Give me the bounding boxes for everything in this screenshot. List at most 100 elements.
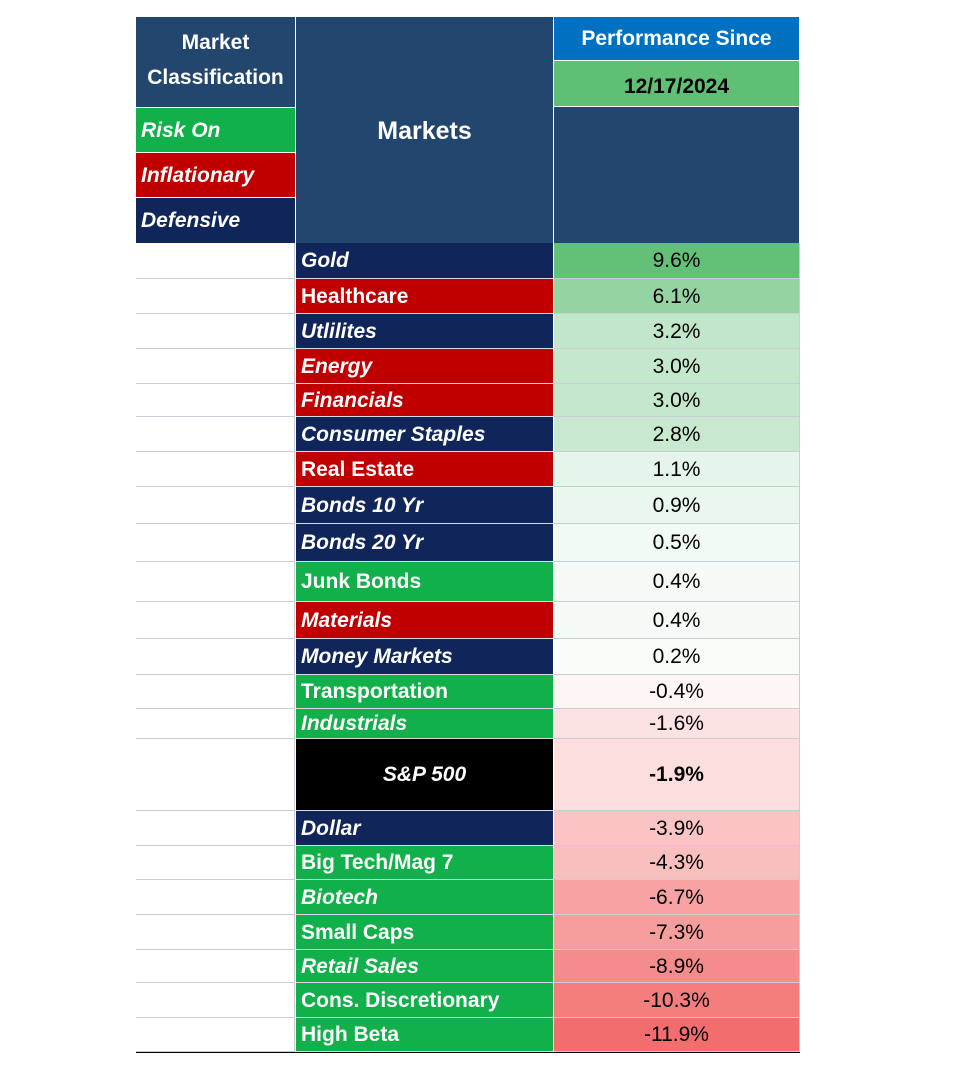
market-name: Retail Sales [301, 955, 419, 978]
performance-value: -8.9% [649, 955, 704, 978]
market-name-cell: Materials [296, 602, 553, 639]
market-name-cell: Healthcare [296, 279, 553, 314]
performance-since-label: Performance Since [581, 27, 772, 50]
classification-cell [136, 487, 295, 524]
performance-value: 3.0% [652, 389, 701, 412]
legend-inflationary: Inflationary [136, 153, 295, 197]
performance-cell: -0.4% [554, 675, 799, 709]
classification-cell [136, 880, 295, 915]
market-name: Real Estate [301, 458, 415, 481]
classification-cell [136, 417, 295, 452]
performance-value: 0.5% [652, 531, 701, 554]
classification-cell [136, 384, 295, 417]
performance-cell: -10.3% [554, 983, 799, 1018]
performance-cell: -4.3% [554, 846, 799, 880]
classification-cell [136, 709, 295, 739]
market-name-cell: Cons. Discretionary [296, 983, 553, 1018]
market-name-cell: Big Tech/Mag 7 [296, 846, 553, 880]
market-name: S&P 500 [382, 763, 467, 786]
market-name: Gold [301, 249, 349, 272]
table-right-border [799, 243, 800, 1053]
performance-cell: 0.4% [554, 562, 799, 602]
markets-header: Markets [296, 17, 553, 243]
market-name: Biotech [301, 886, 379, 909]
performance-value: 0.2% [652, 645, 701, 668]
classification-cell [136, 811, 295, 846]
table-bottom-border [136, 1052, 800, 1053]
performance-cell: 0.9% [554, 487, 799, 524]
market-name: Transportation [301, 680, 449, 703]
performance-value: -6.7% [649, 886, 704, 909]
market-name: Industrials [301, 712, 408, 735]
market-name-cell: Gold [296, 243, 553, 279]
classification-cell [136, 279, 295, 314]
performance-cell: 0.5% [554, 524, 799, 562]
market-name-cell: Bonds 20 Yr [296, 524, 553, 562]
classification-header-line2: Classification [147, 66, 284, 89]
performance-value: 1.1% [652, 458, 701, 481]
classification-cell [136, 915, 295, 950]
market-name: Materials [301, 609, 393, 632]
legend-risk-on-label: Risk On [141, 119, 221, 142]
market-name: Consumer Staples [301, 423, 486, 446]
performance-value: 6.1% [652, 285, 701, 308]
performance-cell: 2.8% [554, 417, 799, 452]
market-name-cell: Small Caps [296, 915, 553, 950]
performance-cell: -6.7% [554, 880, 799, 915]
classification-cell [136, 846, 295, 880]
performance-value: 2.8% [652, 423, 701, 446]
performance-value: -1.9% [649, 763, 704, 786]
market-name: Dollar [301, 817, 361, 840]
performance-cell: -1.9% [554, 739, 799, 811]
performance-value: 3.2% [652, 320, 701, 343]
classification-cell [136, 602, 295, 639]
market-name: Small Caps [301, 921, 415, 944]
classification-cell [136, 639, 295, 675]
market-name-cell: Junk Bonds [296, 562, 553, 602]
classification-cell [136, 562, 295, 602]
performance-cell: -3.9% [554, 811, 799, 846]
market-name-cell: Energy [296, 349, 553, 384]
market-name: Bonds 10 Yr [301, 494, 424, 517]
classification-header: Market Classification [136, 17, 295, 107]
performance-date-label: 12/17/2024 [623, 75, 730, 98]
classification-cell [136, 950, 295, 983]
market-name: Healthcare [301, 285, 409, 308]
performance-value: -7.3% [649, 921, 704, 944]
classification-cell [136, 739, 295, 811]
performance-cell: 0.2% [554, 639, 799, 675]
market-name-cell: Retail Sales [296, 950, 553, 983]
performance-cell: 9.6% [554, 243, 799, 279]
classification-cell [136, 524, 295, 562]
market-name: Cons. Discretionary [301, 989, 500, 1012]
performance-since-header: Performance Since [554, 17, 799, 60]
performance-cell: 3.0% [554, 349, 799, 384]
performance-cell: -8.9% [554, 950, 799, 983]
performance-cell: 6.1% [554, 279, 799, 314]
market-name: Financials [301, 389, 404, 412]
market-name-cell: Industrials [296, 709, 553, 739]
classification-header-line1: Market [181, 31, 250, 54]
performance-value: -0.4% [649, 680, 704, 703]
performance-cell: 3.2% [554, 314, 799, 349]
performance-value: 9.6% [652, 249, 701, 272]
performance-value: -3.9% [649, 817, 704, 840]
legend-defensive: Defensive [136, 198, 295, 243]
classification-cell [136, 983, 295, 1018]
performance-value: -4.3% [649, 851, 704, 874]
market-name: Energy [301, 355, 373, 378]
market-name-cell: Transportation [296, 675, 553, 709]
legend-risk-on: Risk On [136, 108, 295, 152]
classification-cell [136, 452, 295, 487]
performance-cell: -7.3% [554, 915, 799, 950]
performance-cell: 0.4% [554, 602, 799, 639]
legend-defensive-label: Defensive [141, 209, 241, 232]
market-name-cell: Dollar [296, 811, 553, 846]
performance-value: -11.9% [644, 1023, 709, 1046]
market-name-cell: Financials [296, 384, 553, 417]
performance-date-header: 12/17/2024 [554, 61, 799, 106]
performance-value: 0.9% [652, 494, 701, 517]
market-name-cell: S&P 500 [296, 739, 553, 811]
market-name-cell: Bonds 10 Yr [296, 487, 553, 524]
performance-value: -1.6% [649, 712, 704, 735]
